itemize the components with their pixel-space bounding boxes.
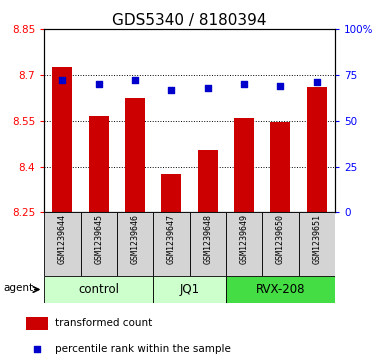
Bar	[26, 317, 48, 330]
Text: GSM1239649: GSM1239649	[239, 214, 249, 264]
Bar	[226, 212, 262, 276]
Bar	[226, 276, 335, 303]
Text: GSM1239645: GSM1239645	[94, 214, 103, 264]
Bar	[125, 98, 145, 212]
Bar	[153, 276, 226, 303]
Bar	[117, 212, 153, 276]
Bar	[262, 212, 299, 276]
Point	[241, 81, 247, 87]
Text: percentile rank within the sample: percentile rank within the sample	[55, 344, 231, 354]
Bar	[44, 276, 153, 303]
Text: GSM1239650: GSM1239650	[276, 214, 285, 264]
Bar	[299, 212, 335, 276]
Bar	[190, 212, 226, 276]
Text: RVX-208: RVX-208	[256, 283, 305, 296]
Text: GSM1239646: GSM1239646	[131, 214, 140, 264]
Bar	[270, 122, 290, 212]
Bar	[153, 212, 189, 276]
Text: control: control	[78, 283, 119, 296]
Text: GSM1239648: GSM1239648	[203, 214, 212, 264]
Point	[314, 79, 320, 85]
Bar	[44, 212, 80, 276]
Text: GSM1239644: GSM1239644	[58, 214, 67, 264]
Bar	[198, 150, 218, 212]
Point	[34, 346, 40, 352]
Bar	[307, 87, 327, 212]
Point	[205, 85, 211, 91]
Text: GSM1239651: GSM1239651	[312, 214, 321, 264]
Point	[59, 77, 65, 83]
Text: agent: agent	[3, 283, 33, 293]
Point	[132, 77, 138, 83]
Title: GDS5340 / 8180394: GDS5340 / 8180394	[112, 13, 267, 28]
Point	[168, 87, 174, 93]
Bar	[80, 212, 117, 276]
Bar	[52, 67, 72, 212]
Text: GSM1239647: GSM1239647	[167, 214, 176, 264]
Text: transformed count: transformed count	[55, 318, 153, 329]
Bar	[89, 116, 109, 212]
Point	[96, 81, 102, 87]
Text: JQ1: JQ1	[179, 283, 200, 296]
Bar	[161, 174, 181, 212]
Bar	[234, 118, 254, 212]
Point	[277, 83, 283, 89]
